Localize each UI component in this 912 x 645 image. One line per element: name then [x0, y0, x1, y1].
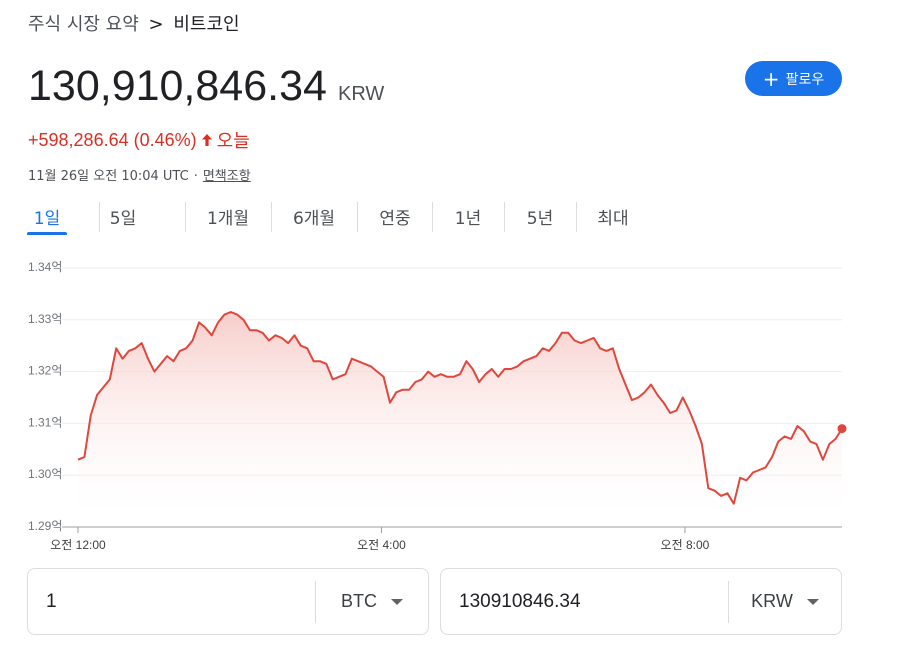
tab-divider — [99, 202, 100, 232]
tab-5d[interactable]: 5일 — [109, 209, 137, 229]
plus-icon: + — [762, 66, 780, 91]
follow-button[interactable]: + 팔로우 — [745, 61, 842, 96]
tab-1m[interactable]: 1개월 — [206, 209, 250, 229]
converter-to-unit-select[interactable]: KRW — [729, 591, 841, 612]
current-price: 130,910,846.34 — [28, 62, 327, 110]
price-display: 130,910,846.34 KRW — [28, 62, 384, 111]
converter-to-input[interactable]: 130910846.34 — [459, 590, 581, 612]
timestamp-separator: · — [193, 169, 198, 184]
tab-max[interactable]: 최대 — [597, 209, 629, 229]
breadcrumb-parent-link[interactable]: 주식 시장 요약 — [28, 14, 139, 35]
tab-divider — [432, 202, 433, 232]
timestamp-row: 11월 26일 오전 10:04 UTC · 면책조항 — [28, 165, 251, 184]
tab-1y[interactable]: 1년 — [454, 209, 482, 229]
time-range-tabs: 1일 5일 1개월 6개월 연중 1년 5년 최대 — [27, 198, 636, 235]
breadcrumb-separator: > — [148, 14, 164, 35]
tab-divider — [576, 202, 577, 232]
x-tick-label: 오전 8:00 — [661, 538, 710, 552]
converter-from: 1 BTC — [27, 568, 429, 635]
breadcrumb: 주식 시장 요약 > 비트코인 — [28, 10, 240, 36]
price-change: +598,286.64 (0.46%) 오늘 — [28, 127, 250, 153]
tab-divider — [271, 202, 272, 232]
current-price-marker — [837, 424, 847, 434]
follow-button-label: 팔로우 — [785, 71, 825, 88]
y-tick-label: 1.29억 — [28, 519, 62, 533]
tab-divider — [504, 202, 505, 232]
price-line — [77, 311, 843, 505]
price-area-fill — [78, 312, 842, 527]
tab-6m[interactable]: 6개월 — [292, 209, 336, 229]
converter-from-unit-select[interactable]: BTC — [316, 591, 428, 612]
arrow-up-icon — [201, 134, 212, 146]
caret-down-icon — [391, 598, 403, 605]
y-tick-label: 1.33억 — [28, 312, 62, 326]
caret-down-icon — [806, 598, 819, 605]
converter-divider — [728, 580, 729, 623]
converter-from-unit: BTC — [341, 591, 377, 611]
price-change-value: +598,286.64 (0.46%) — [28, 129, 197, 150]
tab-ytd[interactable]: 연중 — [379, 209, 411, 229]
tab-1d[interactable]: 1일 — [27, 198, 67, 235]
timestamp: 11월 26일 오전 10:04 UTC — [28, 169, 189, 184]
x-tick-label: 오전 4:00 — [357, 538, 406, 552]
price-currency: KRW — [338, 83, 385, 105]
disclaimer-link[interactable]: 면책조항 — [202, 169, 251, 184]
converter-from-input[interactable]: 1 — [46, 590, 57, 612]
tab-5y[interactable]: 5년 — [526, 209, 554, 229]
price-change-period: 오늘 — [216, 131, 250, 152]
x-tick-label: 오전 12:00 — [50, 538, 106, 552]
tab-divider — [185, 202, 186, 232]
y-tick-label: 1.30억 — [28, 467, 62, 481]
y-tick-label: 1.31억 — [28, 415, 62, 429]
breadcrumb-current: 비트코인 — [173, 14, 240, 35]
y-tick-label: 1.32억 — [28, 364, 62, 378]
converter-divider — [315, 580, 316, 623]
converter-to-unit: KRW — [751, 591, 793, 611]
y-tick-label: 1.34억 — [28, 260, 62, 274]
converter-to: 130910846.34 KRW — [440, 568, 842, 635]
tab-divider — [357, 202, 358, 232]
